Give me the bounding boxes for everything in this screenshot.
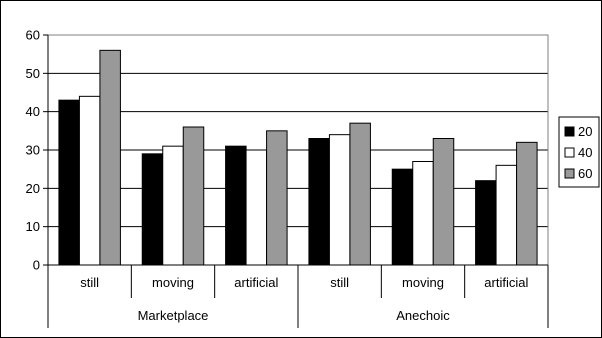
bar-40-1 [78, 95, 101, 266]
bars [58, 49, 538, 266]
x-category-label: moving [402, 275, 444, 290]
x-category-label: artificial [234, 275, 278, 290]
x-group-label: Anechoic [396, 308, 450, 323]
x-category-label: artificial [484, 275, 528, 290]
y-tick-label: 60 [26, 28, 40, 43]
bar-40-4 [328, 134, 351, 266]
y-tick-label: 50 [26, 66, 40, 81]
bar-20-5 [391, 168, 414, 266]
bar-40-3 [245, 149, 268, 266]
x-group-label: Marketplace [138, 308, 209, 323]
bar-60-4 [349, 122, 371, 266]
bar-20-4 [308, 138, 330, 266]
bar-60-6 [516, 141, 538, 266]
y-tick-label: 40 [26, 104, 40, 119]
y-tick-label: 30 [26, 143, 40, 158]
x-category-label: moving [152, 275, 194, 290]
bar-20-2 [141, 153, 164, 266]
axis-labels: 0 10 20 30 40 50 60 still moving artificial still m… [26, 28, 529, 324]
legend: 20 40 60 [558, 116, 600, 188]
legend-swatch-40 [564, 147, 575, 158]
legend-swatch-60 [564, 168, 575, 179]
bar-20-1 [58, 99, 80, 266]
legend-swatch-20 [564, 126, 575, 137]
legend-label: 40 [578, 145, 592, 160]
bar-20-3 [225, 145, 247, 266]
bar-60-3 [266, 130, 288, 266]
y-tick-label: 20 [26, 181, 40, 196]
bar-40-6 [495, 164, 518, 266]
bar-20-6 [475, 180, 497, 266]
x-category-label: still [80, 275, 99, 290]
axes [43, 34, 549, 328]
bar-40-5 [412, 161, 434, 266]
bar-60-2 [182, 126, 205, 266]
y-tick-label: 10 [26, 219, 40, 234]
bar-40-2 [162, 145, 184, 266]
legend-label: 60 [578, 166, 592, 181]
x-category-label: still [330, 275, 349, 290]
bar-60-5 [432, 138, 455, 266]
y-tick-label: 0 [33, 258, 40, 273]
bar-60-1 [99, 49, 121, 266]
legend-label: 20 [578, 124, 592, 139]
